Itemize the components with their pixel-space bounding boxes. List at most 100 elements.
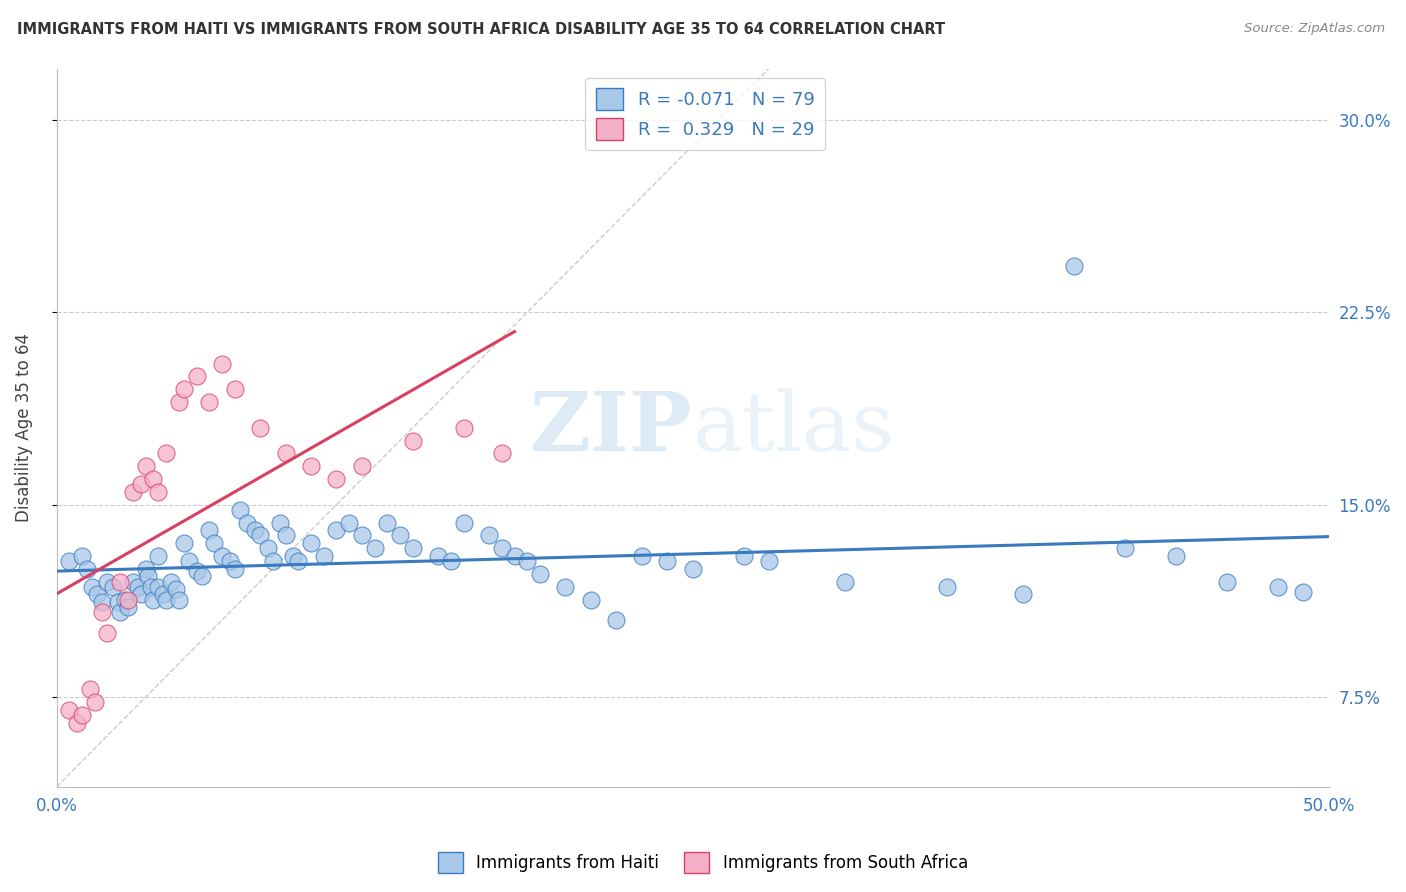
Point bbox=[287, 554, 309, 568]
Point bbox=[630, 549, 652, 563]
Point bbox=[256, 541, 278, 556]
Point bbox=[1012, 587, 1035, 601]
Point bbox=[186, 369, 208, 384]
Point bbox=[274, 528, 297, 542]
Point bbox=[350, 459, 373, 474]
Point bbox=[107, 595, 129, 609]
Point bbox=[1267, 580, 1289, 594]
Point bbox=[129, 477, 152, 491]
Point bbox=[1216, 574, 1239, 589]
Point bbox=[224, 382, 246, 396]
Point bbox=[733, 549, 755, 563]
Point bbox=[173, 382, 195, 396]
Point bbox=[148, 549, 170, 563]
Point bbox=[218, 554, 240, 568]
Point bbox=[224, 562, 246, 576]
Text: Source: ZipAtlas.com: Source: ZipAtlas.com bbox=[1244, 22, 1385, 36]
Point bbox=[657, 554, 679, 568]
Point bbox=[186, 565, 208, 579]
Point bbox=[136, 569, 159, 583]
Point bbox=[503, 549, 526, 563]
Point bbox=[299, 536, 322, 550]
Point bbox=[1063, 259, 1085, 273]
Point bbox=[491, 541, 513, 556]
Point bbox=[262, 554, 284, 568]
Point bbox=[350, 528, 373, 542]
Point bbox=[427, 549, 450, 563]
Point bbox=[96, 574, 118, 589]
Point bbox=[529, 566, 551, 581]
Point bbox=[198, 395, 221, 409]
Point bbox=[375, 516, 398, 530]
Point bbox=[229, 502, 252, 516]
Point bbox=[173, 536, 195, 550]
Point bbox=[516, 554, 538, 568]
Point bbox=[155, 446, 177, 460]
Point bbox=[579, 592, 602, 607]
Point bbox=[117, 592, 139, 607]
Point bbox=[605, 613, 627, 627]
Point bbox=[325, 472, 347, 486]
Point bbox=[160, 574, 183, 589]
Point bbox=[148, 484, 170, 499]
Point bbox=[1292, 585, 1315, 599]
Point bbox=[337, 516, 360, 530]
Point bbox=[91, 606, 114, 620]
Point bbox=[1114, 541, 1136, 556]
Text: ZIP: ZIP bbox=[530, 388, 693, 467]
Point bbox=[758, 554, 780, 568]
Point bbox=[83, 695, 105, 709]
Point bbox=[101, 580, 124, 594]
Point bbox=[135, 562, 157, 576]
Point bbox=[325, 524, 347, 538]
Point bbox=[682, 562, 704, 576]
Point bbox=[249, 420, 271, 434]
Point bbox=[165, 582, 187, 597]
Point bbox=[363, 541, 385, 556]
Point bbox=[129, 587, 152, 601]
Point bbox=[402, 541, 425, 556]
Point bbox=[491, 446, 513, 460]
Point bbox=[167, 592, 190, 607]
Text: IMMIGRANTS FROM HAITI VS IMMIGRANTS FROM SOUTH AFRICA DISABILITY AGE 35 TO 64 CO: IMMIGRANTS FROM HAITI VS IMMIGRANTS FROM… bbox=[17, 22, 945, 37]
Point bbox=[70, 708, 93, 723]
Point bbox=[177, 554, 200, 568]
Point bbox=[114, 592, 136, 607]
Point bbox=[274, 446, 297, 460]
Point bbox=[834, 574, 856, 589]
Point bbox=[139, 580, 162, 594]
Point bbox=[1164, 549, 1187, 563]
Point bbox=[389, 528, 412, 542]
Point bbox=[76, 562, 98, 576]
Point bbox=[554, 580, 576, 594]
Text: atlas: atlas bbox=[693, 388, 894, 467]
Point bbox=[152, 587, 174, 601]
Y-axis label: Disability Age 35 to 64: Disability Age 35 to 64 bbox=[15, 334, 32, 522]
Point bbox=[91, 595, 114, 609]
Point bbox=[936, 580, 959, 594]
Point bbox=[148, 580, 170, 594]
Point bbox=[79, 682, 101, 697]
Point bbox=[96, 626, 118, 640]
Point bbox=[70, 549, 93, 563]
Point bbox=[453, 420, 475, 434]
Point bbox=[269, 516, 291, 530]
Point bbox=[58, 554, 80, 568]
Point bbox=[402, 434, 425, 448]
Point bbox=[122, 574, 145, 589]
Point bbox=[453, 516, 475, 530]
Point bbox=[110, 574, 132, 589]
Point bbox=[142, 472, 165, 486]
Point bbox=[190, 569, 212, 583]
Point bbox=[198, 524, 221, 538]
Point bbox=[167, 395, 190, 409]
Point bbox=[58, 703, 80, 717]
Legend: Immigrants from Haiti, Immigrants from South Africa: Immigrants from Haiti, Immigrants from S… bbox=[432, 846, 974, 880]
Point bbox=[440, 554, 463, 568]
Point bbox=[236, 516, 259, 530]
Point bbox=[127, 580, 149, 594]
Point bbox=[211, 549, 233, 563]
Point bbox=[155, 592, 177, 607]
Point bbox=[82, 580, 104, 594]
Point bbox=[135, 459, 157, 474]
